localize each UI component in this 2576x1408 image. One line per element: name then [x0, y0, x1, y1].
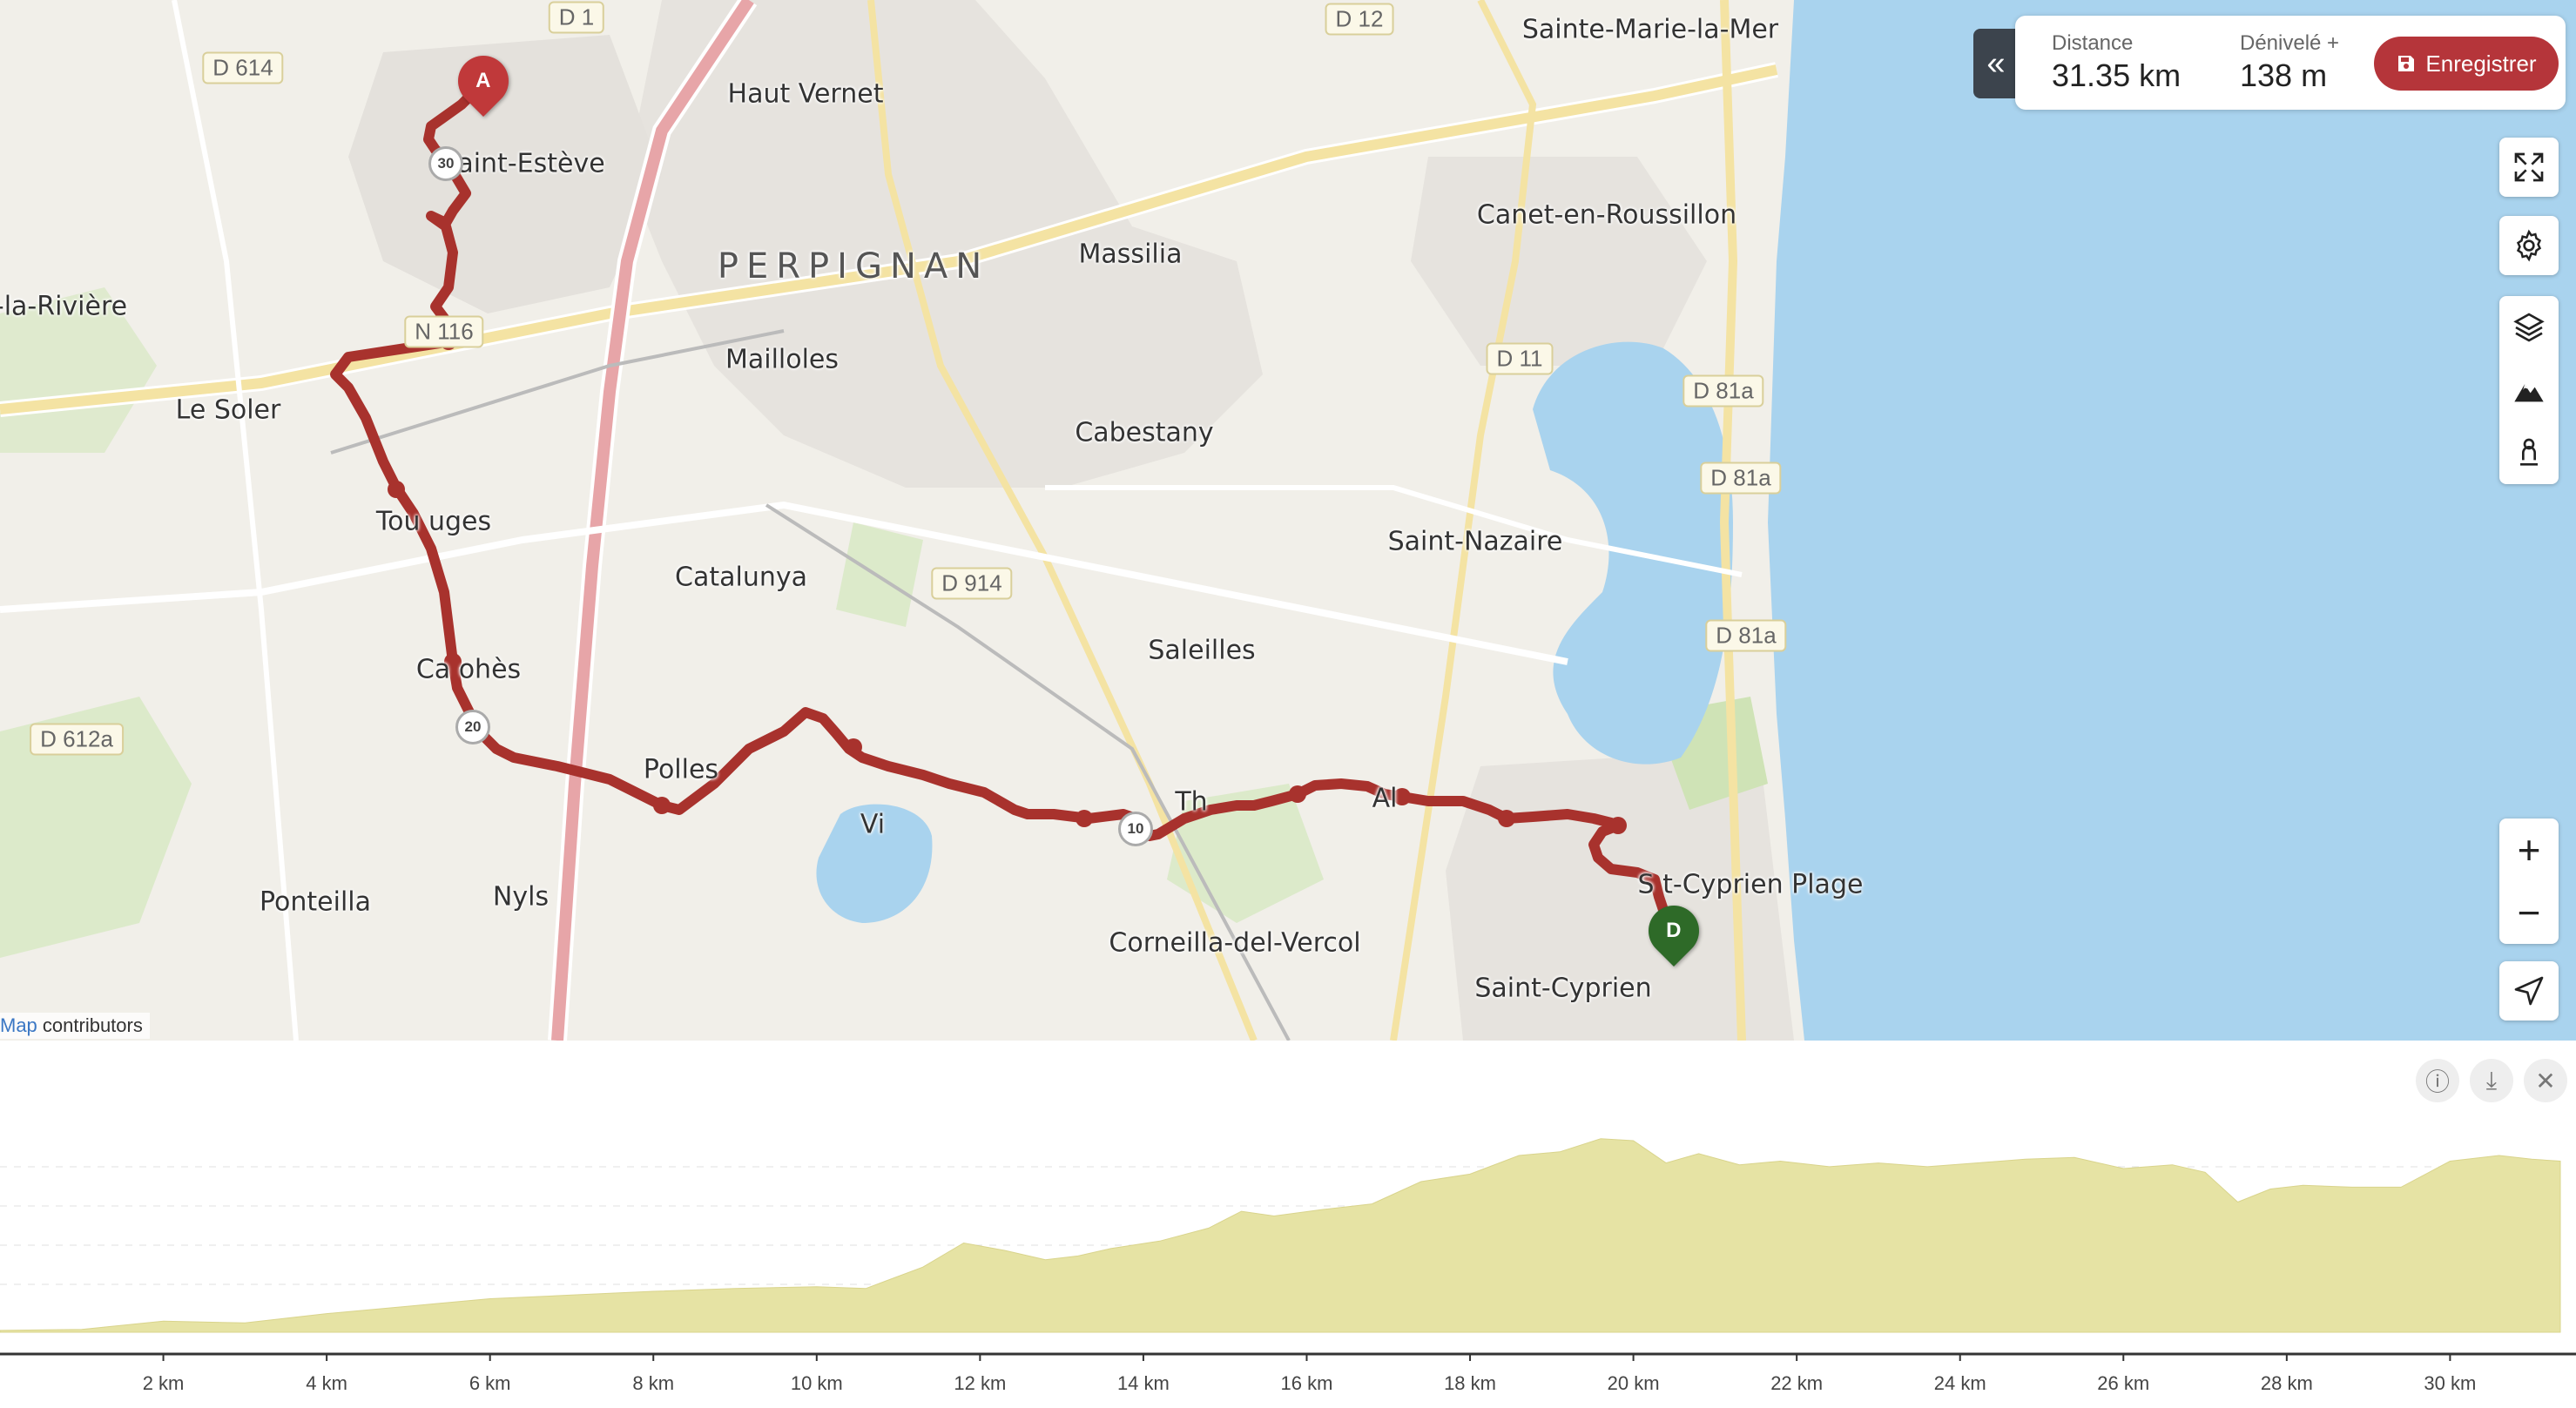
label-sainte-marie: Sainte-Marie-la-Mer [1521, 14, 1779, 45]
profile-x-tick-label: 12 km [954, 1372, 1007, 1394]
save-button[interactable]: Enregistrer [2374, 37, 2559, 91]
label-canet: Canet-en-Roussillon [1476, 199, 1737, 231]
label-perpignan: PERPIGNAN [717, 246, 990, 286]
road-label-d12: D 12 [1325, 3, 1394, 36]
label-saint-cyprien: Saint-Cyprien [1474, 973, 1652, 1004]
road-label-d914: D 914 [931, 567, 1013, 600]
profile-info-button[interactable]: ⓘ [2416, 1059, 2459, 1102]
double-chevron-left-icon: « [1986, 44, 2006, 82]
elevation-area [0, 1138, 2561, 1333]
distance-label: Distance [2052, 31, 2134, 55]
profile-x-tick-label: 26 km [2097, 1372, 2150, 1394]
label-le-soler: Le Soler [175, 394, 281, 426]
road-label-n116: N 116 [404, 315, 484, 348]
profile-x-tick-label: 10 km [790, 1372, 843, 1394]
profile-x-tick-label: 14 km [1116, 1372, 1170, 1394]
road-label-d1: D 1 [548, 1, 605, 34]
mountain-icon [2514, 384, 2544, 402]
distance-value: 31.35 km [2052, 57, 2182, 93]
label-pollestres: Polles [643, 754, 719, 785]
route-shield-20: 20 [455, 710, 490, 744]
info-icon: ⓘ [2424, 1068, 2450, 1095]
label-nyls: Nyls [492, 881, 550, 913]
route-shield-10: 10 [1118, 812, 1153, 846]
map-attribution: Map contributors [0, 1013, 150, 1039]
profile-x-tick-label: 2 km [142, 1372, 185, 1394]
save-icon [2398, 56, 2415, 71]
profile-x-tick-label: 28 km [2260, 1372, 2313, 1394]
map-view[interactable]: Sainte-Marie-la-Mer Haut Vernet aint-Est… [0, 0, 2576, 1041]
label-ponteilla: Ponteilla [260, 886, 371, 918]
label-canohes: Ca ohès [415, 654, 522, 685]
road-label-d81a-1: D 81a [1682, 374, 1764, 408]
elevation-gain-value: 138 m [2240, 57, 2328, 93]
profile-x-tick-label: 30 km [2424, 1372, 2477, 1394]
label-saleilles: Saleilles [1148, 635, 1256, 666]
expand-icon [2514, 152, 2544, 182]
label-catalunya: Catalunya [675, 562, 807, 593]
attribution-link[interactable]: Map [0, 1014, 37, 1036]
person-icon [2520, 438, 2538, 466]
label-theza: Th [1175, 786, 1208, 818]
label-saint-esteve: aint-Estève [457, 148, 605, 179]
label-toulouges: Tou uges [375, 506, 492, 537]
close-icon: ✕ [2535, 1067, 2556, 1095]
terrain-button[interactable] [2499, 359, 2559, 421]
label-haut-vernet: Haut Vernet [727, 78, 884, 110]
road-label-d612a: D 612a [30, 723, 124, 756]
settings-button[interactable] [2499, 216, 2559, 275]
layers-icon [2513, 313, 2545, 342]
label-cabestany: Cabestany [1075, 417, 1214, 448]
zoom-controls: + − [2499, 819, 2559, 944]
map-layers-toolbar [2499, 296, 2559, 484]
gear-icon [2516, 229, 2542, 262]
elevation-gain-label: Dénivelé + [2240, 31, 2340, 55]
route-shield-30: 30 [428, 146, 463, 181]
profile-x-tick-label: 8 km [632, 1372, 675, 1394]
road-label-d81a-2: D 81a [1700, 461, 1782, 495]
profile-x-tick-label: 18 km [1444, 1372, 1496, 1394]
label-villeneuve: Vi [860, 809, 886, 840]
label-saint-cyprien-plage: S t-Cyprien Plage [1637, 869, 1864, 900]
layers-button[interactable] [2499, 296, 2559, 359]
fullscreen-button[interactable] [2499, 138, 2559, 197]
profile-close-button[interactable]: ✕ [2524, 1059, 2567, 1102]
road-label-d81a-3: D 81a [1705, 619, 1787, 652]
person-button[interactable] [2499, 421, 2559, 484]
profile-x-tick-label: 22 km [1770, 1372, 1824, 1394]
download-icon: ⤓ [2485, 1066, 2498, 1094]
elevation-profile-chart[interactable] [0, 1041, 2576, 1404]
zoom-out-button[interactable]: − [2517, 890, 2541, 935]
label-alenya: Al [1372, 783, 1398, 814]
collapse-panel-button[interactable]: « [1973, 29, 2019, 98]
profile-x-tick-label: 4 km [306, 1372, 347, 1394]
profile-download-button[interactable]: ⤓ [2470, 1059, 2513, 1102]
profile-x-tick-label: 24 km [1933, 1372, 1986, 1394]
save-label: Enregistrer [2425, 50, 2537, 77]
label-massilia: Massilia [1078, 239, 1183, 270]
elevation-profile-panel[interactable] [0, 1041, 2576, 1404]
label-corneilla: Corneilla-del-Vercol [1109, 927, 1361, 959]
label-la-riviere: -la-Rivière [0, 291, 128, 322]
zoom-in-button[interactable]: + [2517, 827, 2541, 872]
profile-x-tick-label: 6 km [469, 1372, 511, 1394]
profile-x-tick-label: 20 km [1607, 1372, 1660, 1394]
profile-x-tick-label: 16 km [1280, 1372, 1333, 1394]
locate-button[interactable] [2499, 961, 2559, 1021]
road-label-d11: D 11 [1486, 342, 1554, 375]
map-base [0, 0, 2576, 1041]
label-saint-nazaire: Saint-Nazaire [1387, 526, 1563, 557]
label-mailloles: Mailloles [725, 344, 840, 375]
locate-icon [2514, 976, 2544, 1006]
road-label-d614: D 614 [202, 51, 284, 84]
